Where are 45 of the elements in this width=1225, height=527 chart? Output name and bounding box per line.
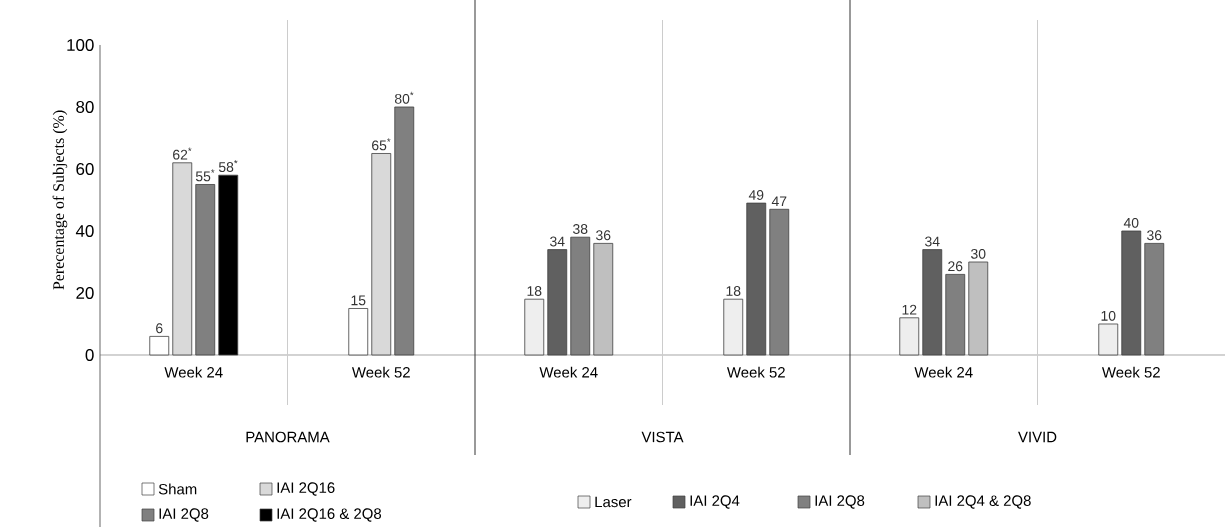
text: VIVID (1018, 431, 1057, 443)
data-label: 58$^{*}$ (218, 159, 238, 172)
data-label: 34 (550, 236, 565, 247)
data-label: 34 (925, 236, 940, 247)
x-tick-label: Week 52 (726, 366, 785, 378)
data-label: 30 (971, 248, 986, 259)
text: IAI 2Q8 (159, 508, 209, 522)
data-label: 49 (748, 190, 764, 200)
data-label: 26 (948, 261, 963, 272)
data-label: 65$^{*}$ (372, 138, 391, 151)
y-tick-label: 20 (76, 287, 94, 299)
text: PANORAMA (246, 431, 330, 443)
y-tick-label: 80 (76, 101, 94, 113)
data-label: 36 (596, 230, 611, 241)
y-tick-label: 40 (75, 225, 94, 237)
data-label: 15 (351, 295, 366, 306)
legend-label: IAI 2Q4 (690, 495, 740, 509)
x-tick-label: Week 52 (1101, 366, 1160, 378)
data-label: 18 (527, 286, 542, 296)
data-label: 47 (771, 196, 787, 207)
x-tick-label: Week 24 (539, 366, 598, 378)
data-label: 62$^{*}$ (173, 147, 192, 160)
data-label: 12 (902, 304, 917, 315)
y-tick-label: 100 (67, 39, 94, 51)
data-label: 80$^{*}$ (394, 91, 414, 104)
legend-label: Laser (595, 496, 632, 508)
y-tick-label: 60 (76, 163, 94, 175)
data-label: 10 (1101, 310, 1116, 321)
y-axis-title: Perecentage of Subjects (%) (52, 110, 68, 290)
data-label: 40 (1123, 217, 1139, 228)
y-tick-label: 0 (85, 349, 94, 361)
legend-label: IAI 2Q16 (277, 482, 335, 496)
x-tick-label: Week 24 (914, 366, 973, 378)
legend-label: IAI 2Q16 & 2Q8 (277, 508, 382, 522)
legend-label: Sham (158, 483, 197, 495)
data-label: 55$^{*}$ (195, 169, 215, 182)
text: VISTA (641, 431, 684, 443)
data-label: 18 (726, 286, 741, 296)
legend-label: IAI 2Q4 & 2Q8 (935, 495, 1031, 509)
legend-label: IAI 2Q8 (815, 495, 865, 509)
x-tick-label: Week 24 (164, 366, 223, 378)
data-label: 6 (156, 323, 163, 334)
data-label: 38 (573, 224, 588, 234)
data-label: 36 (1147, 230, 1162, 241)
x-tick-label: Week 52 (351, 366, 410, 378)
